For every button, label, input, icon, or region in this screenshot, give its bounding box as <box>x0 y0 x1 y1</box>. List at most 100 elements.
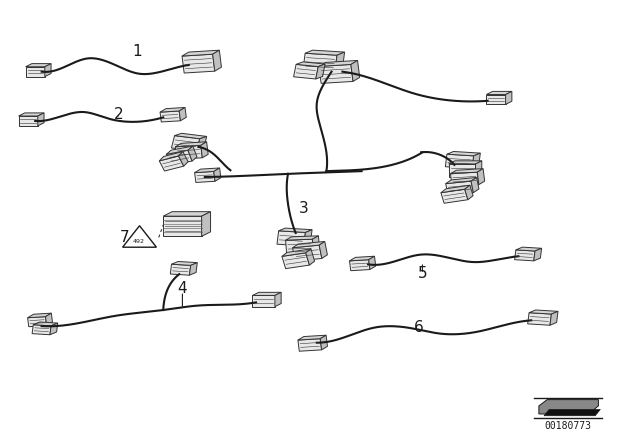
Polygon shape <box>449 164 476 177</box>
Polygon shape <box>175 145 202 159</box>
Polygon shape <box>179 108 186 121</box>
Polygon shape <box>214 168 221 181</box>
Polygon shape <box>441 189 468 203</box>
Text: 6: 6 <box>414 319 424 335</box>
Polygon shape <box>26 67 45 77</box>
Text: 3: 3 <box>299 201 309 216</box>
Polygon shape <box>278 228 312 233</box>
Polygon shape <box>296 62 325 67</box>
Polygon shape <box>445 154 474 168</box>
Polygon shape <box>163 216 202 237</box>
Polygon shape <box>449 161 482 164</box>
Polygon shape <box>179 151 188 166</box>
Polygon shape <box>285 239 314 254</box>
Polygon shape <box>45 64 51 77</box>
Polygon shape <box>38 113 44 126</box>
Polygon shape <box>277 231 305 246</box>
Polygon shape <box>282 249 311 256</box>
Polygon shape <box>50 323 58 335</box>
Polygon shape <box>486 95 506 104</box>
Polygon shape <box>451 168 483 174</box>
Polygon shape <box>527 313 552 325</box>
Polygon shape <box>285 236 319 240</box>
Polygon shape <box>320 335 328 350</box>
Polygon shape <box>182 54 215 73</box>
Polygon shape <box>451 172 479 186</box>
Polygon shape <box>550 311 558 325</box>
Polygon shape <box>351 60 360 82</box>
Polygon shape <box>319 241 328 258</box>
Polygon shape <box>159 151 183 161</box>
Polygon shape <box>306 249 315 265</box>
Polygon shape <box>201 142 208 158</box>
Polygon shape <box>294 65 318 79</box>
Polygon shape <box>28 317 47 327</box>
Polygon shape <box>166 150 192 165</box>
Polygon shape <box>447 151 481 156</box>
Polygon shape <box>195 172 215 182</box>
Polygon shape <box>539 400 598 414</box>
Polygon shape <box>275 292 281 306</box>
Polygon shape <box>477 168 484 185</box>
Polygon shape <box>486 91 512 95</box>
Polygon shape <box>189 263 197 275</box>
Polygon shape <box>292 245 322 261</box>
Text: 7: 7 <box>120 230 130 245</box>
Text: 1: 1 <box>132 44 143 59</box>
Polygon shape <box>182 50 220 56</box>
Polygon shape <box>19 116 38 126</box>
Polygon shape <box>160 111 180 122</box>
Text: 492: 492 <box>133 238 145 244</box>
Polygon shape <box>534 248 541 261</box>
Polygon shape <box>252 296 275 306</box>
Polygon shape <box>172 262 197 265</box>
Polygon shape <box>26 64 51 67</box>
Polygon shape <box>303 53 337 72</box>
Polygon shape <box>472 153 481 168</box>
Text: 5: 5 <box>417 266 428 281</box>
Polygon shape <box>312 236 319 253</box>
Polygon shape <box>319 65 353 83</box>
Polygon shape <box>212 50 221 71</box>
Polygon shape <box>252 292 281 296</box>
Polygon shape <box>305 50 344 55</box>
Polygon shape <box>349 260 370 271</box>
Polygon shape <box>335 52 344 72</box>
Polygon shape <box>529 310 558 314</box>
Polygon shape <box>465 185 473 200</box>
Polygon shape <box>195 168 220 172</box>
Polygon shape <box>202 212 211 237</box>
Polygon shape <box>282 253 309 269</box>
Polygon shape <box>32 325 51 335</box>
Polygon shape <box>188 146 197 161</box>
Text: 4: 4 <box>177 281 188 297</box>
Polygon shape <box>471 177 479 193</box>
Polygon shape <box>349 256 374 261</box>
Polygon shape <box>175 134 207 139</box>
Polygon shape <box>170 264 191 275</box>
Polygon shape <box>196 136 207 151</box>
Polygon shape <box>19 113 44 116</box>
Polygon shape <box>441 185 470 193</box>
Polygon shape <box>298 335 326 340</box>
Polygon shape <box>304 230 312 246</box>
Polygon shape <box>33 322 58 326</box>
Polygon shape <box>166 146 193 154</box>
Text: 2: 2 <box>113 107 124 122</box>
Polygon shape <box>516 247 541 251</box>
Polygon shape <box>544 409 600 416</box>
Polygon shape <box>45 313 52 326</box>
Polygon shape <box>163 212 211 216</box>
Polygon shape <box>515 250 535 261</box>
Polygon shape <box>28 313 51 318</box>
Polygon shape <box>160 108 185 112</box>
Polygon shape <box>445 181 474 195</box>
Polygon shape <box>298 339 322 351</box>
Polygon shape <box>369 256 376 270</box>
Polygon shape <box>292 241 324 248</box>
Polygon shape <box>172 136 200 151</box>
Polygon shape <box>159 156 184 171</box>
Polygon shape <box>175 142 207 147</box>
Polygon shape <box>319 60 358 66</box>
Polygon shape <box>506 91 512 104</box>
